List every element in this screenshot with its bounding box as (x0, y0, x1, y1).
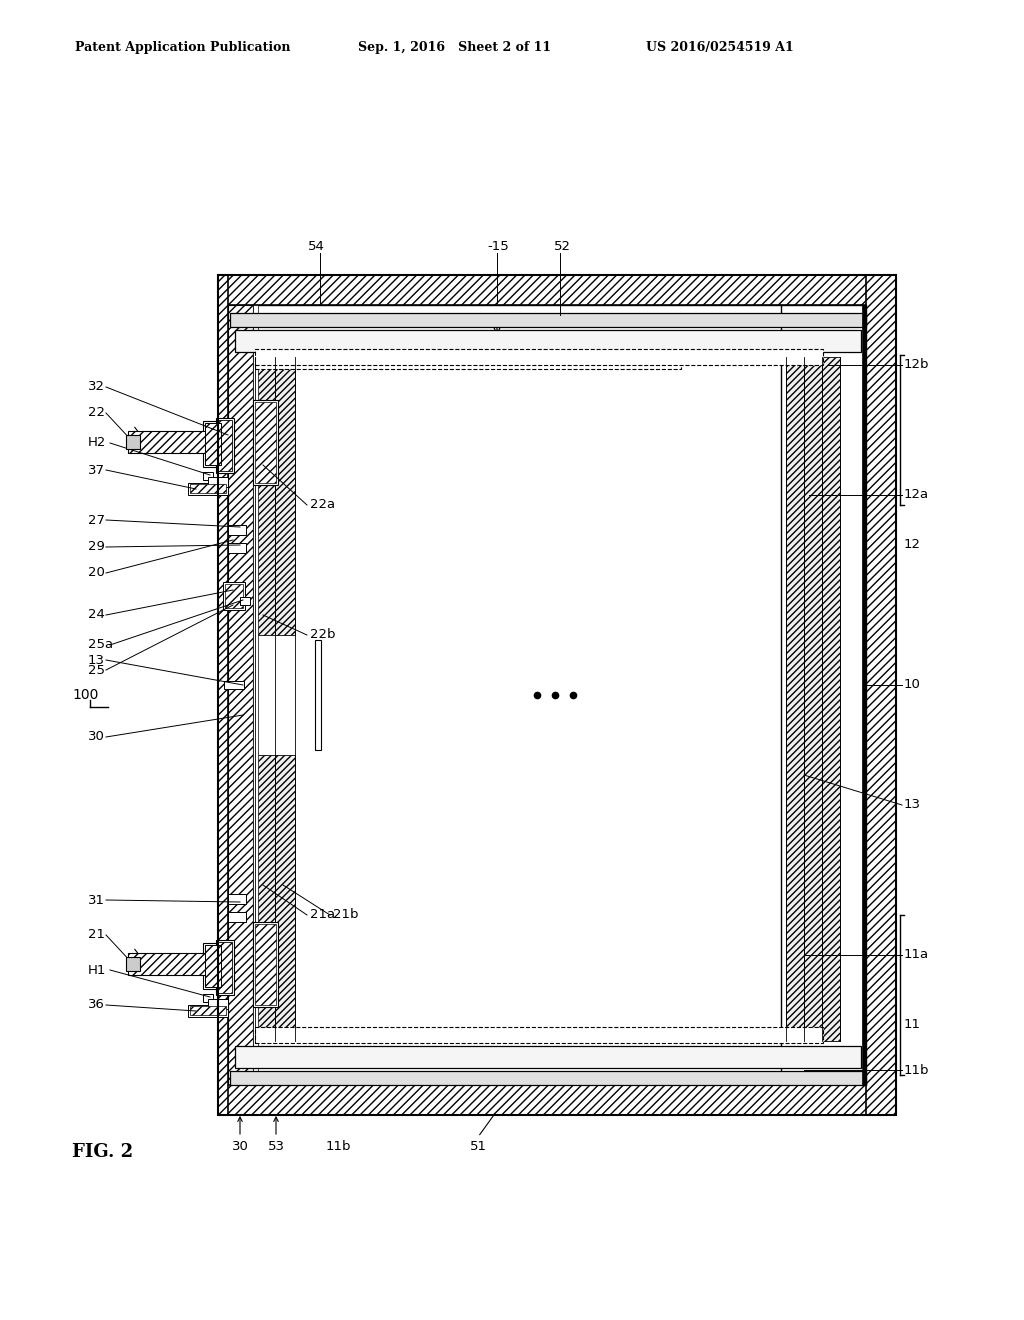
Text: 30: 30 (231, 1140, 249, 1154)
Bar (188, 483, 228, 495)
Text: 21: 21 (88, 928, 105, 941)
Bar (208, 999, 228, 1008)
Text: 31: 31 (88, 894, 105, 907)
Bar (218, 275, 228, 1115)
Bar (275, 755, 295, 1041)
Bar (240, 597, 250, 605)
Text: 25a: 25a (88, 639, 113, 652)
Bar (128, 432, 223, 453)
Text: 21b: 21b (333, 908, 358, 921)
Bar (224, 681, 244, 689)
Bar (253, 921, 278, 1007)
Text: 10: 10 (904, 678, 921, 692)
Bar (255, 1027, 823, 1043)
Bar (203, 473, 213, 480)
Bar (218, 420, 232, 471)
Text: 100: 100 (72, 688, 98, 702)
Bar (203, 994, 213, 1002)
Bar (255, 924, 276, 1005)
Text: 52: 52 (554, 240, 571, 253)
Text: 11a: 11a (904, 949, 929, 961)
Bar (253, 305, 258, 1085)
Bar (243, 305, 866, 1085)
Text: 37: 37 (88, 463, 105, 477)
Bar (255, 755, 275, 1041)
Bar (228, 894, 246, 904)
Bar (234, 1045, 861, 1068)
Bar (866, 275, 896, 1115)
Text: 22a: 22a (310, 499, 335, 511)
Bar (225, 583, 243, 609)
Bar (126, 436, 140, 449)
Bar (804, 356, 822, 1041)
Bar (223, 582, 245, 610)
Bar (216, 940, 234, 995)
Bar (218, 1085, 896, 1115)
Text: 21a: 21a (310, 908, 335, 921)
Bar (234, 330, 861, 352)
Text: 53: 53 (267, 1140, 285, 1154)
Bar (315, 640, 321, 750)
Bar (218, 275, 896, 305)
Text: 13: 13 (904, 799, 921, 812)
Bar (126, 957, 140, 972)
Bar (188, 1005, 228, 1016)
Bar (230, 313, 866, 327)
Bar (228, 305, 253, 1085)
Bar (230, 1071, 866, 1085)
Bar (862, 305, 866, 1085)
Text: 11b: 11b (904, 1064, 930, 1077)
Bar (203, 421, 223, 467)
Text: 25: 25 (88, 664, 105, 676)
Bar (190, 484, 226, 492)
Bar (255, 356, 275, 635)
Text: 20: 20 (88, 566, 104, 579)
Bar (203, 942, 223, 989)
Text: FIG. 2: FIG. 2 (72, 1143, 133, 1162)
Text: 22b: 22b (310, 628, 336, 642)
Bar (786, 356, 804, 1041)
Text: 30: 30 (88, 730, 104, 743)
Bar (205, 945, 221, 987)
Text: 36: 36 (88, 998, 104, 1011)
Text: H1: H1 (88, 964, 106, 977)
Bar (128, 953, 223, 975)
Text: 12a: 12a (904, 488, 929, 502)
Bar (208, 477, 228, 487)
Bar (253, 400, 278, 484)
Text: 32: 32 (88, 380, 105, 393)
Bar (255, 403, 276, 483)
Bar (228, 543, 246, 553)
Text: 22: 22 (88, 407, 105, 420)
Text: Patent Application Publication: Patent Application Publication (75, 41, 291, 54)
Bar (822, 356, 840, 1041)
Text: 11b: 11b (326, 1140, 351, 1154)
Bar (255, 356, 681, 370)
Text: US 2016/0254519 A1: US 2016/0254519 A1 (646, 41, 794, 54)
Bar (216, 418, 234, 473)
Bar (218, 942, 232, 993)
Bar (275, 356, 295, 635)
Bar (205, 422, 221, 465)
Text: H2: H2 (88, 437, 106, 450)
Text: 51: 51 (469, 1140, 486, 1154)
Text: 13: 13 (88, 653, 105, 667)
Text: 24: 24 (88, 609, 104, 622)
Text: 29: 29 (88, 540, 104, 553)
Text: 27: 27 (88, 513, 105, 527)
Bar (228, 912, 246, 921)
Bar (255, 348, 823, 366)
Bar (228, 525, 246, 535)
Bar (218, 275, 896, 1115)
Text: 12b: 12b (904, 359, 930, 371)
Bar (190, 1006, 226, 1015)
Text: 54: 54 (308, 240, 325, 253)
Text: 11: 11 (904, 1019, 921, 1031)
Text: 12: 12 (904, 539, 921, 552)
Text: Sep. 1, 2016   Sheet 2 of 11: Sep. 1, 2016 Sheet 2 of 11 (358, 41, 551, 54)
Text: -15: -15 (487, 240, 509, 253)
